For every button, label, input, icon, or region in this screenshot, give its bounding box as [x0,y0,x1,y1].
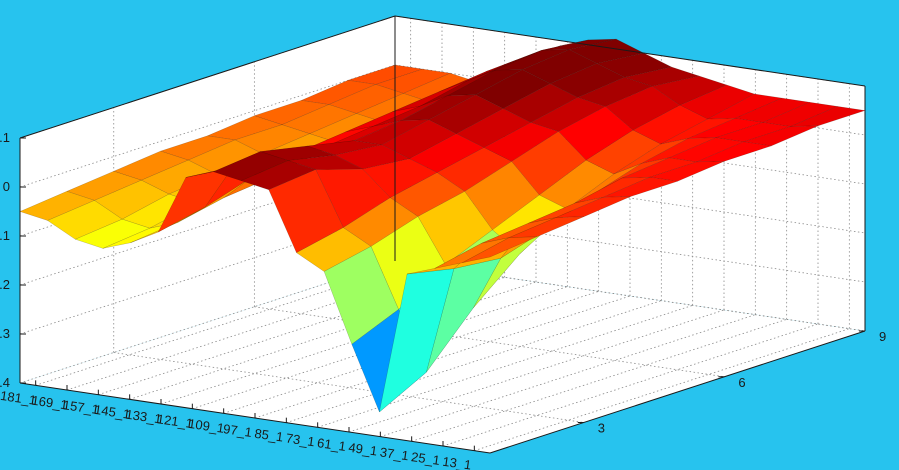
axes-edge [394,15,866,87]
z-tick-label: 0.1 [0,130,10,145]
z-tick-label: -0.1 [0,228,10,243]
y-tick-label: 9 [879,329,886,344]
grid-line-x [254,295,631,419]
x-tick-label: 157_1 [62,397,100,417]
z-tick-label: 0 [3,179,10,194]
grid-line-x [442,323,819,447]
y-axis-ticks: 3 6 9 [577,329,886,436]
surface-mesh [19,38,866,413]
x-tick-label: 109_1 [187,416,225,436]
grid-line-x [411,318,787,442]
grid-line-x [380,314,756,438]
x-tick-label: 85_1 [254,426,285,445]
x-tick-label: 61_1 [316,435,347,454]
y-tick-label: 6 [738,375,745,390]
x-tick-label: 13_1 [442,454,473,470]
grid-line-z [19,64,396,188]
x-tick-label: 37_1 [379,444,410,463]
x-tick-label: 133_1 [125,407,163,427]
x-tick-label: 49_1 [348,440,379,459]
axes-edge [19,15,396,139]
x-tick-label: 121_1 [156,411,194,431]
x-tick-label: 25_1 [410,449,441,468]
z-axis-ticks: 0.1 0 -0.1 -0.2 -0.3 -0.4 [0,130,26,390]
z-tick-label: -0.2 [0,277,10,292]
z-tick-label: -0.3 [0,326,10,341]
x-tick-label: 145_1 [93,402,131,422]
z-tick-label: -0.4 [0,375,10,390]
y-tick-label: 3 [598,421,605,436]
x-tick-label: 73_1 [285,430,316,449]
grid-line-x [317,304,693,428]
axes-edge [489,330,866,454]
grid-line-x [474,328,850,452]
x-tick-label: 181_1 [0,388,37,408]
surface-facet [462,236,537,263]
x-tick-label: 169_1 [31,393,69,413]
grid-line-x [348,309,725,433]
grid-line-x [286,300,662,424]
x-tick-label: 97_1 [222,421,253,440]
